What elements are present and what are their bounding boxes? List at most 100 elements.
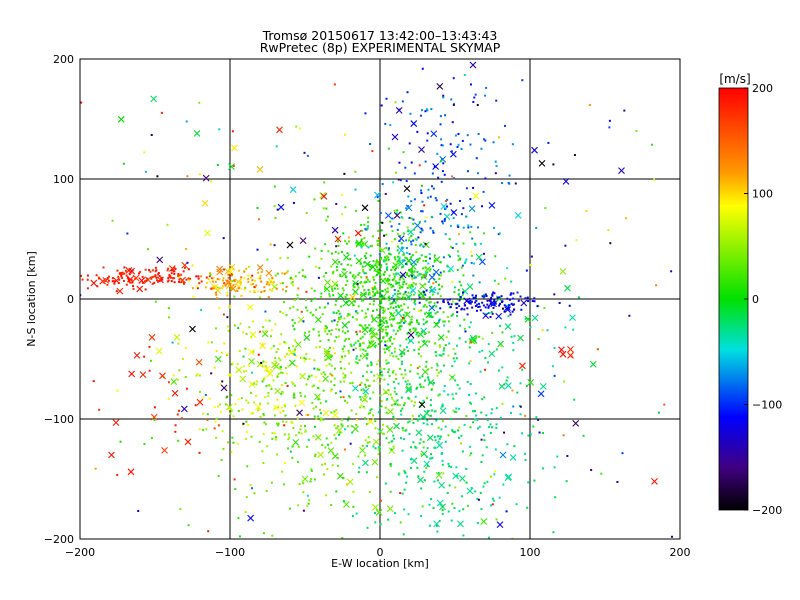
data-point [530, 255, 533, 258]
data-point [376, 244, 379, 247]
data-point [144, 268, 147, 271]
data-point [414, 445, 417, 448]
data-point [514, 182, 517, 185]
data-point [360, 238, 363, 241]
data-point [396, 228, 399, 231]
data-point [291, 456, 294, 459]
data-point [403, 348, 406, 351]
data-point [440, 144, 443, 147]
data-point [419, 345, 422, 348]
data-point [362, 405, 365, 408]
data-point [449, 255, 452, 258]
data-point [301, 274, 304, 277]
data-point [131, 281, 134, 284]
data-point [447, 254, 450, 257]
data-point-cross [112, 419, 120, 426]
data-point [442, 353, 445, 356]
data-point [422, 440, 425, 443]
data-point [204, 393, 207, 396]
data-point [393, 269, 396, 272]
data-point [374, 447, 377, 450]
data-point [385, 359, 388, 362]
data-point [651, 143, 654, 146]
data-point [365, 275, 368, 278]
data-point [442, 96, 445, 99]
data-point [345, 283, 348, 286]
data-point [415, 319, 418, 322]
data-point [312, 328, 315, 331]
data-point [417, 475, 420, 478]
data-point-cross [234, 278, 242, 286]
data-point [360, 388, 363, 391]
data-point [535, 416, 538, 419]
data-point [120, 275, 123, 278]
data-point [471, 237, 474, 240]
data-point [314, 265, 317, 268]
data-point [453, 291, 456, 294]
data-point [380, 256, 383, 259]
data-point [436, 362, 439, 365]
data-point [357, 305, 360, 308]
data-point [255, 284, 258, 287]
data-point [398, 326, 401, 329]
data-point [293, 322, 296, 325]
data-point [472, 100, 475, 103]
data-point [330, 388, 333, 391]
data-point [379, 297, 382, 300]
data-point [125, 269, 128, 272]
data-point [419, 383, 422, 386]
data-point [421, 505, 424, 508]
data-point [231, 285, 234, 288]
data-point-cross [519, 362, 526, 370]
data-point [441, 452, 444, 455]
data-point [231, 280, 234, 283]
data-point [455, 357, 458, 360]
data-point [398, 472, 401, 475]
data-point [421, 296, 424, 299]
data-point [296, 308, 299, 311]
data-point [439, 212, 442, 215]
data-point [516, 291, 519, 294]
data-point [361, 299, 364, 302]
data-point [393, 289, 396, 292]
data-point [258, 440, 261, 443]
data-point [339, 360, 342, 363]
data-point [429, 399, 432, 402]
y-axis-label: N-S location [km] [25, 251, 38, 347]
data-point [459, 258, 462, 261]
data-point [248, 326, 251, 329]
data-point [475, 414, 478, 417]
data-point [433, 259, 436, 262]
data-point [384, 351, 387, 354]
data-point [205, 276, 208, 279]
data-point [382, 423, 385, 426]
data-point [231, 436, 234, 439]
data-point [305, 290, 308, 293]
data-point [236, 289, 239, 292]
data-point-cross [263, 365, 271, 373]
data-point [470, 300, 473, 303]
data-point [418, 376, 421, 379]
data-point [399, 367, 402, 370]
data-point [414, 327, 417, 330]
data-point [424, 272, 427, 275]
data-point [442, 162, 445, 165]
data-point [439, 261, 442, 264]
data-point [573, 154, 576, 157]
data-point [407, 349, 410, 352]
data-point-cross [509, 454, 517, 461]
data-point [344, 376, 347, 379]
data-point [228, 281, 231, 284]
data-point [283, 405, 286, 408]
data-point [228, 306, 231, 309]
data-point [306, 154, 309, 157]
data-point [172, 270, 175, 273]
data-point [351, 275, 354, 278]
data-point [362, 375, 365, 378]
data-point [498, 296, 501, 299]
data-point [377, 337, 380, 340]
data-point [409, 269, 412, 272]
data-point [292, 393, 295, 396]
data-point [185, 278, 188, 281]
data-point-cross [482, 312, 490, 319]
